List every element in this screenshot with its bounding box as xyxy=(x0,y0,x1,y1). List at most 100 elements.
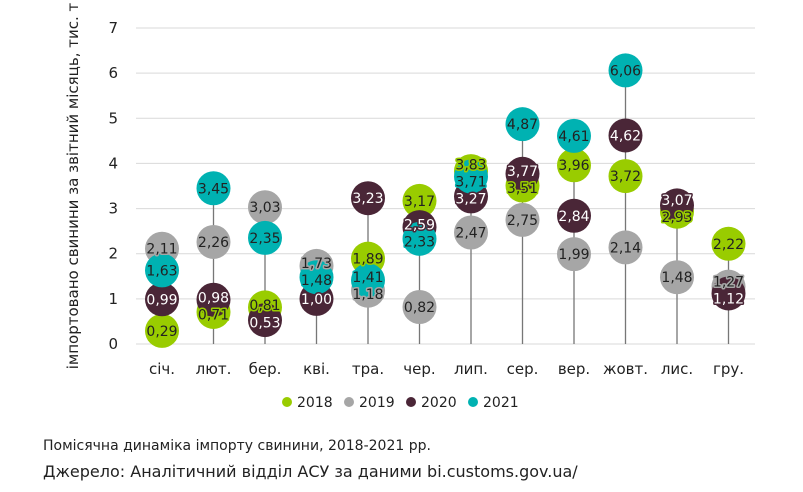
data-label-2020: 1,12 xyxy=(713,292,744,308)
x-tick-label: кві. xyxy=(303,360,330,378)
y-tick-label: 3 xyxy=(108,200,118,218)
data-point-2019 xyxy=(402,289,437,324)
x-tick-label: лис. xyxy=(661,360,693,378)
data-label-2021: 1,41 xyxy=(352,270,383,286)
y-tick-label: 5 xyxy=(108,109,118,127)
data-label-2019: 2,14 xyxy=(610,240,641,256)
data-label-2018: 3,51 xyxy=(507,181,538,197)
data-point-2021 xyxy=(608,53,643,88)
data-point-2019 xyxy=(557,237,591,272)
data-label-2020: 0,98 xyxy=(198,290,229,306)
x-tick-label: лют. xyxy=(196,360,232,378)
x-tick-label: чер. xyxy=(403,360,435,378)
data-point-2019 xyxy=(196,224,231,259)
data-label-2018: 3,72 xyxy=(610,169,641,185)
chart-caption: Помісячна динаміка імпорту свинини, 2018… xyxy=(43,438,431,454)
legend-marker-2020 xyxy=(406,397,416,407)
y-tick-label: 1 xyxy=(108,290,118,308)
data-point-2020 xyxy=(248,303,282,338)
data-point-2019 xyxy=(608,230,643,265)
data-label-2019: 1,18 xyxy=(352,287,383,303)
data-point-2021 xyxy=(351,263,385,298)
data-label-2021: 4,61 xyxy=(558,129,589,145)
data-point-2021 xyxy=(248,220,282,255)
y-tick-label: 0 xyxy=(108,335,118,353)
data-label-2020: 0,99 xyxy=(146,292,177,308)
legend-marker-2019 xyxy=(344,397,354,407)
legend-label-2018: 2018 xyxy=(297,395,333,411)
data-label-2018: 3,17 xyxy=(404,194,435,210)
data-point-2020 xyxy=(145,282,179,317)
data-point-2019 xyxy=(248,190,282,225)
data-point-2018 xyxy=(711,226,746,261)
x-tick-label: бер. xyxy=(249,360,282,378)
data-point-2021 xyxy=(196,171,231,206)
data-label-2020: 2,59 xyxy=(404,217,435,233)
data-point-2018 xyxy=(557,148,591,183)
y-tick-label: 6 xyxy=(108,64,118,82)
data-label-2018: 3,96 xyxy=(558,158,589,174)
data-point-2020 xyxy=(711,276,746,311)
data-label-2018: 0,71 xyxy=(198,307,229,323)
data-label-2018: 1,89 xyxy=(352,252,383,268)
x-tick-label: жовт. xyxy=(603,360,648,378)
data-point-2021 xyxy=(505,107,540,142)
data-point-2020 xyxy=(351,181,385,216)
legend-marker-2018 xyxy=(282,397,292,407)
data-point-2021 xyxy=(557,118,591,153)
data-point-2019 xyxy=(660,260,694,295)
data-label-2020: 3,27 xyxy=(455,191,486,207)
data-point-2021 xyxy=(145,253,179,288)
data-label-2021: 2,33 xyxy=(404,234,435,250)
data-label-2021: 3,45 xyxy=(198,181,229,197)
data-point-2020 xyxy=(660,188,694,223)
x-tick-label: сер. xyxy=(507,360,539,378)
data-point-2019 xyxy=(505,202,540,237)
data-label-2020: 0,53 xyxy=(249,315,280,331)
data-label-2019: 2,47 xyxy=(455,225,486,241)
legend-marker-2021 xyxy=(468,397,478,407)
data-label-2020: 3,07 xyxy=(661,193,692,209)
data-point-2020 xyxy=(557,198,591,233)
y-tick-label: 7 xyxy=(108,19,118,37)
data-label-2019: 1,48 xyxy=(661,270,692,286)
data-point-2020 xyxy=(505,156,540,191)
y-axis-label: імпортовано свинини за звітний місяць, т… xyxy=(64,2,82,369)
x-tick-label: вер. xyxy=(558,360,590,378)
x-tick-label: тра. xyxy=(352,360,384,378)
chart-source: Джерело: Аналітичний відділ АСУ за даним… xyxy=(43,462,578,481)
data-label-2020: 3,77 xyxy=(507,164,538,180)
legend-label-2020: 2020 xyxy=(421,395,457,411)
data-label-2021: 2,35 xyxy=(249,231,280,247)
data-label-2019: 1,27 xyxy=(713,275,744,291)
data-point-2020 xyxy=(608,118,643,153)
data-label-2018: 0,29 xyxy=(146,324,177,340)
y-tick-label: 4 xyxy=(108,154,118,172)
legend-label-2021: 2021 xyxy=(483,395,519,411)
data-label-2019: 2,75 xyxy=(507,213,538,229)
data-point-2019 xyxy=(454,215,488,250)
x-tick-label: гру. xyxy=(713,360,744,378)
data-label-2020: 1,00 xyxy=(301,292,332,308)
data-label-2019: 1,73 xyxy=(301,256,332,272)
data-label-2018: 3,83 xyxy=(455,157,486,173)
data-label-2021: 3,71 xyxy=(455,174,486,190)
data-point-2018 xyxy=(608,159,643,194)
data-label-2021: 1,63 xyxy=(146,263,177,279)
dot-plot-chart: 0 1 2 3 4 5 6 7 імпортовано свинини за звітний м… xyxy=(64,2,755,411)
data-label-2019: 3,03 xyxy=(249,200,280,216)
data-point-2021 xyxy=(299,260,334,295)
data-label-2019: 2,26 xyxy=(198,235,229,251)
data-label-2020: 4,62 xyxy=(610,128,641,144)
x-tick-label: лип. xyxy=(454,360,488,378)
data-label-2019: 2,11 xyxy=(146,242,177,258)
data-point-2018 xyxy=(145,313,179,348)
data-point-2021 xyxy=(402,221,437,256)
data-label-2019: 0,82 xyxy=(404,300,435,316)
x-tick-label: січ. xyxy=(149,360,175,378)
data-label-2020: 2,84 xyxy=(558,209,589,225)
data-label-2018: 0,81 xyxy=(249,298,280,314)
legend-label-2019: 2019 xyxy=(359,395,395,411)
data-label-2021: 1,48 xyxy=(301,273,332,289)
